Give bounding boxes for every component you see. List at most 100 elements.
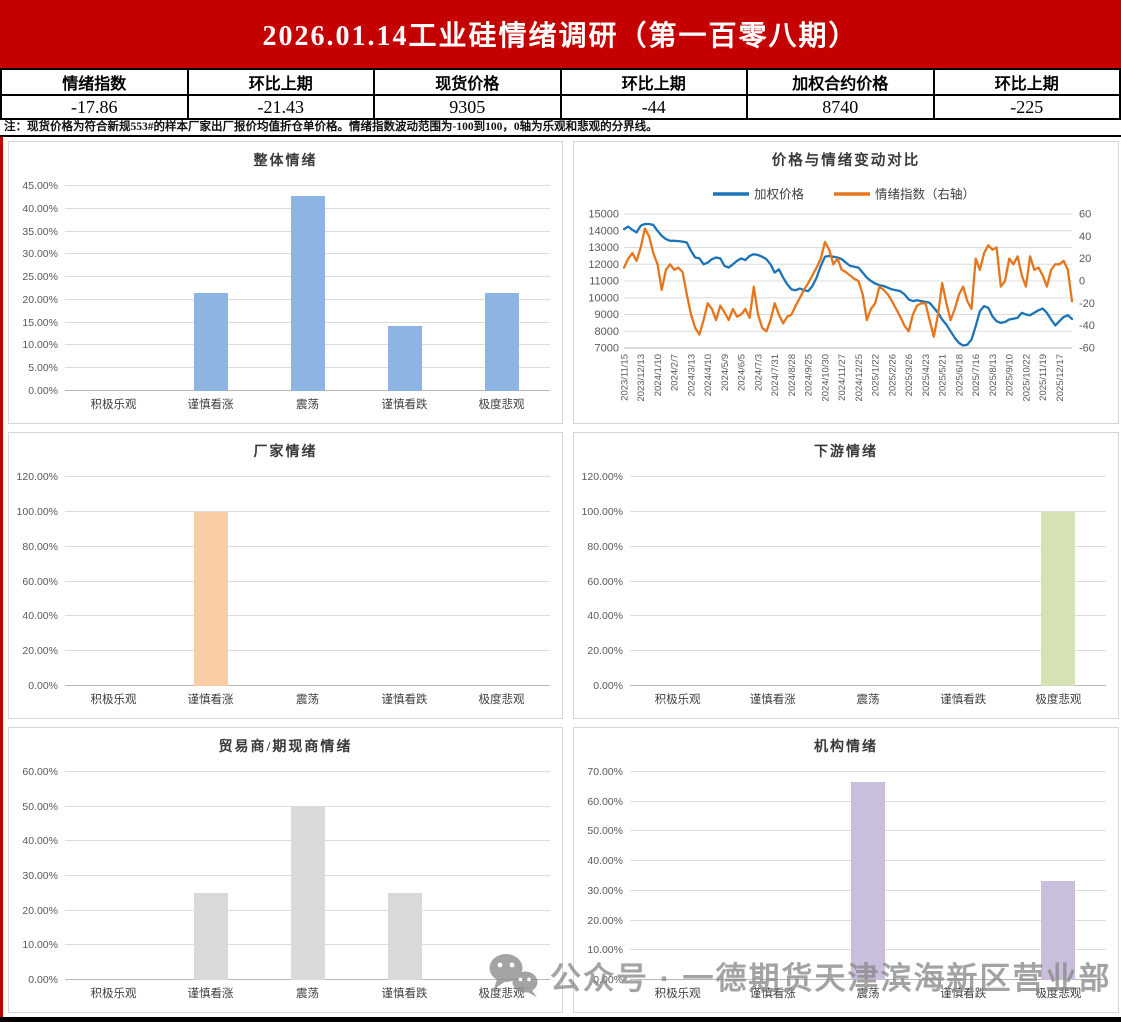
- bar-plot-area: 0.00% 20.00% 40.00% 60.00% 80.00% 100.00% 120.…: [574, 471, 1106, 692]
- y-axis-tick-label: 60.00%: [22, 575, 58, 588]
- y-axis-tick-label: 80.00%: [22, 540, 58, 553]
- x-axis-label: 2024/7/31: [770, 354, 781, 396]
- plot: [65, 476, 550, 686]
- x-axis-label: 极度悲观: [478, 694, 525, 706]
- y-axis-tick-label: 40.00%: [587, 855, 623, 868]
- bar-plot-area: 0.00% 10.00% 20.00% 30.00% 40.00% 50.00% 60.00…: [9, 766, 550, 986]
- x-axis-label: 2025/1/22: [871, 354, 882, 396]
- x-axis-label: 2024/6/5: [737, 354, 748, 391]
- chart-title: 价格与情绪变动对比: [772, 151, 921, 169]
- y-axis-tick-label: 120.00%: [16, 471, 58, 483]
- summary-header-wow-2: 环比上期: [559, 68, 748, 96]
- x-axis-label: 2024/9/25: [804, 354, 815, 396]
- y-axis-tick-label: 30.00%: [22, 870, 58, 882]
- y-axis-tick-label: 0.00%: [28, 974, 58, 986]
- x-axis-label: 谨慎看涨: [749, 694, 796, 706]
- y-axis-tick-label: 25.00%: [22, 271, 58, 284]
- left-axis-tick-label: 12000: [588, 259, 619, 271]
- right-axis-tick-label: 60: [1079, 209, 1091, 221]
- bar-震荡: [851, 781, 885, 980]
- x-axis-line: [630, 685, 1106, 686]
- grid-line: [630, 650, 1106, 652]
- plot: [630, 476, 1106, 686]
- x-axis-label: 2024/7/3: [753, 354, 764, 391]
- x-axis-label: 震荡: [296, 694, 319, 706]
- chart-title: 厂家情绪: [253, 445, 318, 460]
- bar-极度悲观: [1041, 511, 1076, 686]
- x-axis-label: 2025/4/23: [921, 354, 932, 396]
- grid-line: [65, 185, 550, 186]
- x-axis-label: 2024/4/10: [703, 354, 714, 396]
- right-axis-tick-label: 0: [1079, 276, 1085, 288]
- bar-谨慎看涨: [193, 293, 228, 391]
- right-axis-tick-label: 20: [1079, 253, 1091, 265]
- left-axis-tick-label: 11000: [589, 276, 619, 288]
- grid-line: [65, 510, 550, 512]
- right-axis-tick-label: -40: [1079, 320, 1095, 332]
- left-axis-tick-label: 9000: [595, 309, 619, 321]
- summary-header-weighted-price: 加权合约价格: [746, 68, 935, 96]
- y-axis-tick-label: 100.00%: [581, 505, 623, 518]
- y-axis: 0.00% 20.00% 40.00% 60.00% 80.00% 100.00% 120.…: [574, 471, 630, 692]
- x-axis: 积极乐观 谨慎看涨 震荡 谨慎看跌 极度悲观: [65, 396, 550, 416]
- grid-line: [630, 771, 1106, 772]
- legend-label-1: 情绪指数（右轴）: [875, 187, 975, 202]
- x-axis: 积极乐观 谨慎看涨 震荡 谨慎看跌 极度悲观: [65, 985, 550, 1005]
- plot: [65, 185, 550, 391]
- grid-line: [630, 545, 1106, 547]
- x-axis-label: 极度悲观: [1035, 694, 1082, 706]
- x-axis-label: 谨慎看涨: [187, 988, 234, 1000]
- y-axis-tick-label: 20.00%: [587, 914, 623, 927]
- y-axis-tick-label: 60.00%: [587, 795, 623, 808]
- y-axis-tick-label: 30.00%: [587, 884, 623, 897]
- x-axis: 积极乐观 谨慎看涨 震荡 谨慎看跌 极度悲观: [630, 985, 1106, 1005]
- y-axis-tick-label: 40.00%: [22, 202, 58, 215]
- y-axis: 0.00% 20.00% 40.00% 60.00% 80.00% 100.00% 120.…: [9, 471, 65, 692]
- series-line-0: [622, 222, 1074, 347]
- x-axis-label: 谨慎看跌: [381, 399, 428, 411]
- bar-震荡: [290, 195, 325, 391]
- right-axis-tick-label: -20: [1079, 298, 1095, 310]
- y-axis-tick-label: 10.00%: [22, 339, 58, 352]
- summary-value-weighted-price: 8740: [746, 94, 935, 120]
- x-axis-label: 谨慎看涨: [187, 399, 234, 411]
- summary-header-spot-price: 现货价格: [373, 68, 562, 96]
- x-axis-label: 震荡: [296, 399, 319, 411]
- y-axis-tick-label: 60.00%: [22, 766, 58, 778]
- y-axis-tick-label: 10.00%: [22, 939, 58, 952]
- y-axis-tick-label: 80.00%: [587, 540, 623, 553]
- summary-value-wow-1: -21.43: [186, 94, 375, 120]
- grid-line: [65, 650, 550, 652]
- legend-label-0: 加权价格: [754, 187, 805, 202]
- y-axis-tick-label: 30.00%: [22, 248, 58, 261]
- y-axis-tick-label: 20.00%: [22, 645, 58, 658]
- y-axis: 0.00% 10.00% 20.00% 30.00% 40.00% 50.00% 60.00…: [9, 766, 65, 986]
- summary-value-row: -17.86 -21.43 9305 -44 8740 -225: [0, 94, 1121, 120]
- chart-title: 下游情绪: [814, 445, 878, 460]
- x-axis-label: 2024/5/9: [720, 354, 731, 391]
- y-axis-tick-label: 100.00%: [16, 505, 58, 518]
- y-axis-tick-label: 40.00%: [22, 610, 58, 623]
- x-axis-label: 震荡: [856, 988, 880, 1000]
- x-axis-line: [65, 685, 550, 686]
- x-axis-label: 积极乐观: [654, 988, 701, 1000]
- footnote: 注：现货价格为符合新规553#的样本厂家出厂报价均值折仓单价格。情绪指数波动范围…: [0, 120, 1121, 137]
- x-axis-label: 积极乐观: [90, 694, 137, 706]
- bar-plot-area: 0.00% 5.00% 10.00% 15.00% 20.00% 25.00% 30.00%…: [9, 180, 550, 397]
- right-axis-tick-label: -60: [1079, 343, 1095, 355]
- charts-grid: 整体情绪 0.00% 5.00% 10.00% 15.00% 20.00% 25.00% 30…: [0, 137, 1121, 1017]
- grid-line: [65, 805, 550, 807]
- x-axis-label: 2024/2/7: [670, 354, 681, 391]
- x-axis-label: 极度悲观: [478, 399, 525, 411]
- y-axis-tick-label: 5.00%: [28, 362, 58, 375]
- y-axis-tick-label: 0.00%: [593, 680, 623, 692]
- report-title-bar: 2026.01.14工业硅情绪调研（第一百零八期）: [0, 0, 1121, 68]
- chart-trader-sentiment: 贸易商/期现商情绪 0.00% 10.00% 20.00% 30.00% 40.00% 50…: [8, 727, 563, 1013]
- y-axis-tick-label: 15.00%: [22, 316, 58, 329]
- left-axis-tick-label: 10000: [588, 292, 619, 304]
- summary-value-sentiment-index: -17.86: [0, 94, 189, 120]
- x-axis-label: 积极乐观: [90, 988, 137, 1000]
- x-axis-label: 2025/11/19: [1038, 354, 1049, 401]
- x-axis-label: 2025/6/18: [954, 354, 965, 396]
